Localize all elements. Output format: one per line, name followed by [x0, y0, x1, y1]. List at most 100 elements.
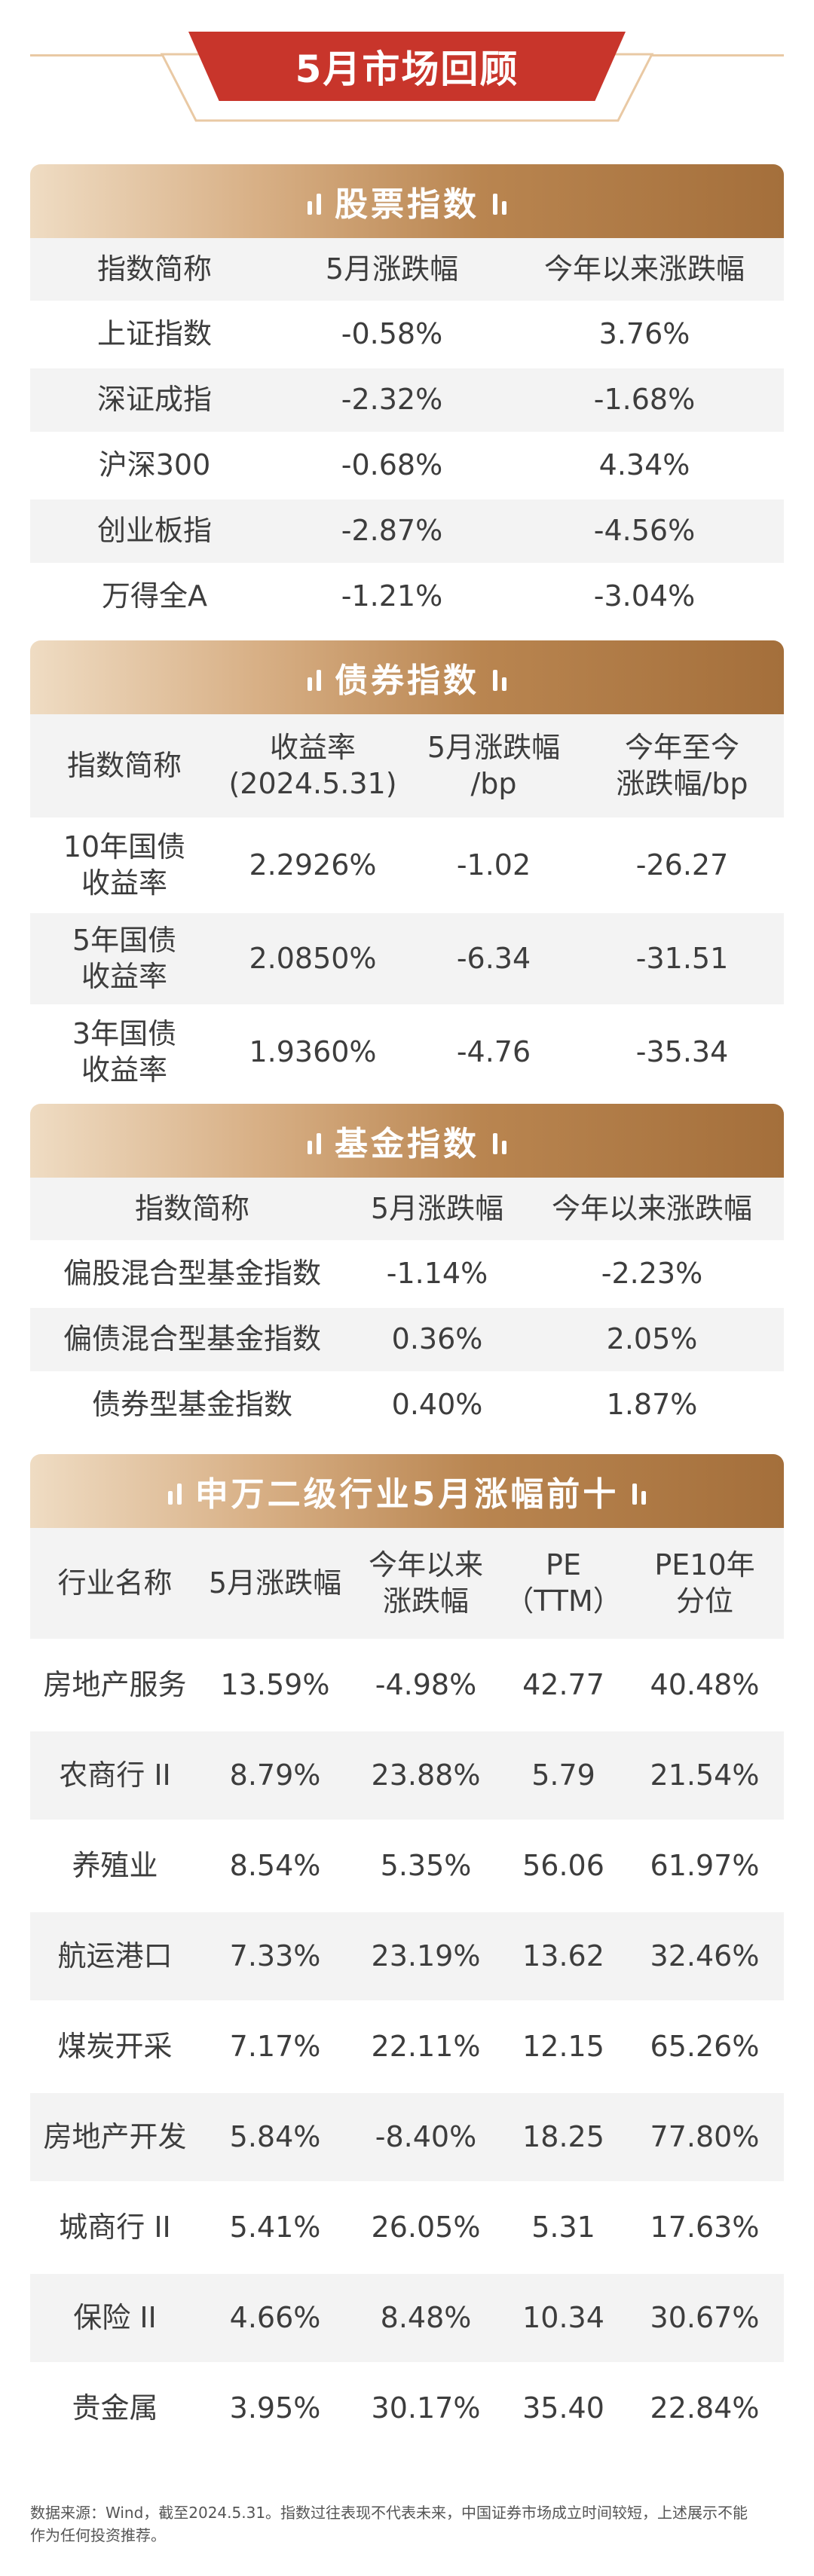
table-header-row: 指数简称 5月涨跌幅 今年以来涨跌幅 [30, 238, 784, 303]
cell-text: 8.79% [229, 1758, 321, 1792]
cell-text: -1.02 [456, 848, 531, 882]
header-cell: 5月涨跌幅 [354, 1178, 520, 1242]
table-cell: -0.68% [279, 434, 505, 500]
cell-text: -31.51 [635, 941, 729, 975]
cell-text: PE10年 [654, 1548, 755, 1581]
cell-text: 分位 [675, 1584, 733, 1618]
table-cell: 22.84% [626, 2364, 784, 2455]
header-cell: 指数简称 [30, 1178, 354, 1242]
cell-text: 万得全A [102, 579, 207, 613]
data-source-footnote: 数据来源：Wind，截至2024.5.31。指数过往表现不代表未来，中国证券市场… [30, 2501, 784, 2547]
table-cell: -2.23% [520, 1242, 784, 1308]
table-cell: 8.48% [350, 2274, 501, 2364]
table-cell: -4.56% [505, 500, 784, 565]
table-cell: 4.34% [505, 434, 784, 500]
table-cell: 61.97% [626, 1822, 784, 1912]
table-header-row: 指数简称 收益率 (2024.5.31) 5月涨跌幅/bp 今年至今 涨跌幅/bp [30, 714, 784, 820]
cell-text: 5.41% [229, 2210, 321, 2244]
cell-text: -6.34 [456, 941, 531, 975]
table-cell: -6.34 [407, 913, 580, 1007]
bars-decoration-icon [308, 664, 321, 691]
cell-text: 3.95% [229, 2391, 321, 2425]
table-cell: 3年国债 收益率 [30, 1007, 219, 1100]
section-title-industry: 申万二级行业5月涨幅前十 [194, 1475, 620, 1514]
table-cell: 10.34 [501, 2274, 626, 2364]
table-row: 农商行 II 8.79% 23.88% 5.79 21.54% [30, 1731, 784, 1822]
header-cell: 今年以来涨跌幅 [520, 1178, 784, 1242]
cell-text: 收益率 [81, 866, 167, 900]
cell-text: -2.87% [341, 514, 443, 548]
table-cell: 7.17% [200, 2003, 350, 2093]
table-row: 偏债混合型基金指数 0.36% 2.05% [30, 1308, 784, 1374]
table-cell: 沪深300 [30, 434, 279, 500]
cell-text: 13.62 [522, 1939, 604, 1972]
cell-text: 8.48% [380, 2300, 472, 2334]
cell-text: 今年以来 [368, 1548, 483, 1581]
cell-text: 收益率 [269, 731, 356, 764]
cell-text: (2024.5.31) [228, 766, 397, 800]
section-title-bond: 债券指数 [335, 662, 479, 700]
table-row: 上证指数 -0.58% 3.76% [30, 303, 784, 368]
table-row: 深证成指 -2.32% -1.68% [30, 368, 784, 434]
cell-text: 今年至今 [624, 731, 739, 764]
table-cell: -35.34 [580, 1007, 784, 1100]
cell-text: 5月涨跌幅 [325, 252, 459, 286]
bars-decoration-icon [493, 188, 506, 215]
cell-text: 5.84% [229, 2119, 321, 2153]
cell-text: 偏股混合型基金指数 [63, 1257, 321, 1291]
bars-decoration-icon [167, 1477, 182, 1505]
cell-text: -35.34 [635, 1034, 729, 1068]
cell-text: 4.34% [598, 448, 690, 482]
cell-text: 上证指数 [96, 317, 212, 351]
table-cell: 8.54% [200, 1822, 350, 1912]
table-cell: 债券型基金指数 [30, 1374, 354, 1439]
cell-text: 35.40 [522, 2391, 604, 2425]
table-cell: 77.80% [626, 2093, 784, 2183]
cell-text: 7.33% [229, 1939, 321, 1972]
cell-text: 65.26% [650, 2029, 760, 2063]
table-cell: 30.67% [626, 2274, 784, 2364]
table-cell: 深证成指 [30, 368, 279, 434]
table-row: 保险 II 4.66% 8.48% 10.34 30.67% [30, 2274, 784, 2364]
table-cell: 房地产服务 [30, 1641, 200, 1731]
table-cell: 17.63% [626, 2183, 784, 2274]
cell-text: 收益率 [81, 959, 167, 993]
table-header-row: 行业名称 5月涨跌幅 今年以来 涨跌幅 PE （TTM） PE10年 分位 [30, 1528, 784, 1641]
cell-text: 4.66% [229, 2300, 321, 2334]
header-cell: 今年以来涨跌幅 [350, 1528, 501, 1641]
table-row: 3年国债 收益率 1.9360% -4.76 -35.34 [30, 1007, 784, 1100]
cell-text: 指数简称 [66, 748, 182, 782]
cell-text: 航运港口 [57, 1939, 173, 1972]
cell-text: 城商行 II [59, 2210, 171, 2244]
bars-decoration-icon [493, 664, 506, 691]
section-header-industry: 申万二级行业5月涨幅前十 [30, 1454, 784, 1528]
cell-text: -1.68% [593, 383, 696, 417]
table-row: 创业板指 -2.87% -4.56% [30, 500, 784, 565]
page-title: 5月市场回顾 [295, 47, 519, 91]
table-row: 万得全A -1.21% -3.04% [30, 565, 784, 631]
cell-text: 2.0850% [249, 941, 377, 975]
cell-text: （TTM） [505, 1584, 622, 1618]
cell-text: -26.27 [635, 848, 729, 882]
table-cell: -1.21% [279, 565, 505, 631]
cell-text: 7.17% [229, 2029, 321, 2063]
cell-text: 债券型基金指数 [91, 1388, 292, 1422]
table-cell: -8.40% [350, 2093, 501, 2183]
table-cell: 0.36% [354, 1308, 520, 1374]
cell-text: 收益率 [81, 1053, 167, 1086]
cell-text: 32.46% [650, 1939, 760, 1972]
cell-text: 房地产开发 [43, 2119, 187, 2153]
cell-text: 26.05% [371, 2210, 481, 2244]
cell-text: 贵金属 [72, 2391, 158, 2425]
table-cell: 18.25 [501, 2093, 626, 2183]
cell-text: PE [546, 1548, 581, 1581]
table-cell: 2.05% [520, 1308, 784, 1374]
cell-text: 保险 II [73, 2300, 157, 2334]
cell-text: 61.97% [650, 1848, 760, 1882]
cell-text: 5年国债 [72, 924, 177, 957]
table-cell: -31.51 [580, 913, 784, 1007]
stock-index-table: 指数简称 5月涨跌幅 今年以来涨跌幅 上证指数 -0.58% 3.76% 深证成指 -2.32… [30, 238, 784, 631]
table-cell: 5.79 [501, 1731, 626, 1822]
cell-text: 5月涨跌幅 [427, 731, 561, 764]
cell-text: 5.79 [531, 1758, 595, 1792]
